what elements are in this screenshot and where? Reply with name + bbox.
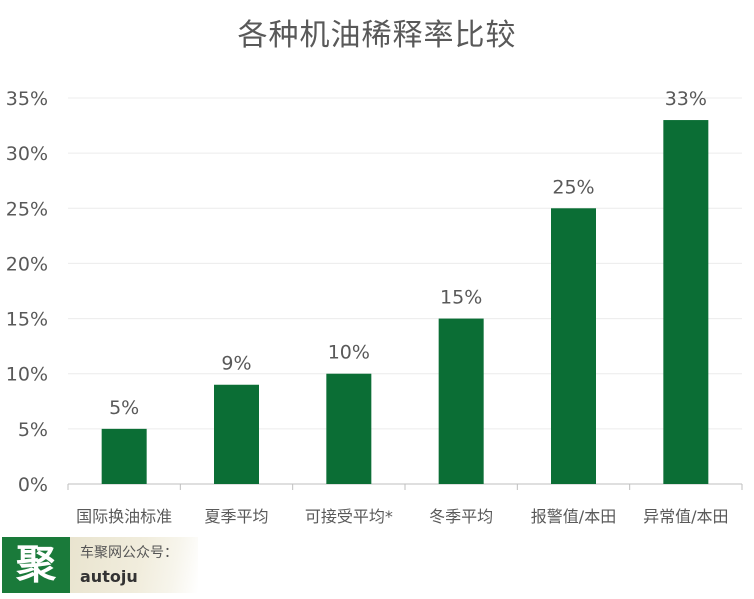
y-tick-label: 0% [18,474,48,496]
bar [214,384,259,484]
y-tick-label: 5% [18,419,48,441]
data-label: 25% [552,176,594,198]
x-tick-label: 冬季平均 [429,507,493,526]
y-tick-label: 25% [6,198,48,220]
watermark-logo: 聚 [2,537,70,593]
y-tick-label: 20% [6,253,48,275]
x-tick-label: 可接受平均* [305,507,393,526]
bar [663,120,709,485]
watermark-line-2: autoju [80,567,138,586]
y-tick-label: 10% [6,364,48,386]
y-tick-label: 35% [6,88,48,110]
x-tick-label: 国际换油标准 [76,507,172,526]
watermark-text-box: 车聚网公众号： autoju [70,537,198,593]
data-label: 33% [665,88,707,110]
y-tick-label: 30% [6,143,48,165]
bar [101,428,147,484]
x-tick-label: 夏季平均 [204,507,268,526]
data-label: 15% [440,287,482,309]
watermark: 聚 车聚网公众号： autoju [2,537,198,593]
chart-title: 各种机油稀释率比较 [237,18,517,53]
data-label: 5% [109,397,139,419]
data-label: 9% [221,353,251,375]
watermark-line-1: 车聚网公众号： [80,545,178,561]
x-tick-label: 报警值/本田 [531,507,616,526]
bar [326,373,372,484]
bar [438,318,484,484]
y-tick-label: 15% [6,309,48,331]
x-tick-label: 异常值/本田 [643,507,728,526]
bar [551,208,596,485]
data-label: 10% [328,342,370,364]
